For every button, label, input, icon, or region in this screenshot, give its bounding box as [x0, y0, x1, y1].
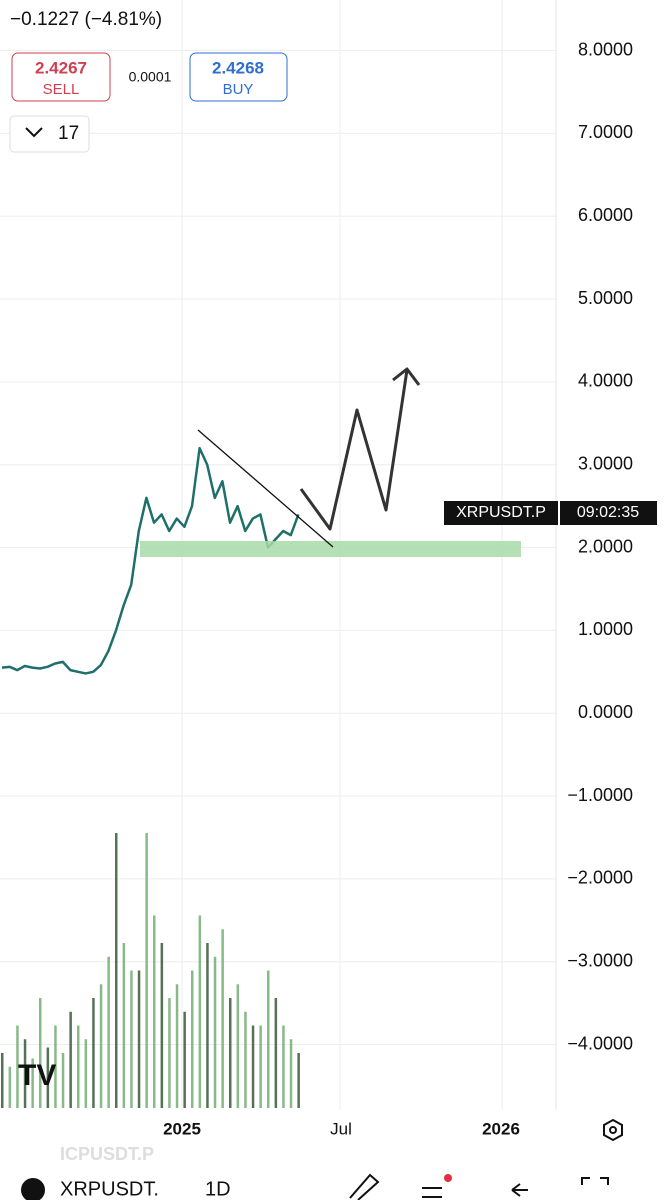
volume-bar	[130, 970, 133, 1108]
volume-bar	[137, 970, 141, 1108]
volume-bar	[229, 998, 232, 1108]
volume-bar	[153, 915, 156, 1108]
notification-dot	[444, 1174, 452, 1182]
interval-dropdown[interactable]	[9, 115, 90, 153]
y-tick-label: −1.0000	[567, 785, 633, 805]
x-label: Jul	[330, 1119, 352, 1138]
y-tick-label: 2.0000	[578, 536, 633, 556]
volume-bar	[183, 1011, 186, 1108]
volume-bar	[23, 1039, 27, 1108]
chevron	[25, 127, 43, 138]
buy-button[interactable]	[189, 52, 288, 102]
volume-bar	[236, 984, 240, 1108]
countdown: 09:02:35	[577, 504, 639, 521]
volume-bar	[221, 929, 224, 1108]
buy-price: 2.4268	[212, 58, 264, 77]
volume-bar	[206, 943, 209, 1108]
volume-bar	[274, 998, 278, 1108]
volume-bar	[99, 984, 103, 1108]
volume-bar	[259, 1025, 262, 1108]
y-tick-label: 0.0000	[578, 702, 633, 722]
volume-bar	[84, 1039, 88, 1108]
symbol-tag-text: XRPUSDT.P	[456, 504, 546, 521]
volume-bar	[16, 1025, 19, 1108]
volume-bar	[145, 833, 148, 1108]
draw-icon[interactable]	[349, 1173, 380, 1200]
volume-bar	[8, 1066, 12, 1108]
y-tick-label: 1.0000	[578, 619, 633, 639]
y-tick-label: 4.0000	[578, 371, 633, 391]
volume-bar	[61, 1053, 65, 1108]
volume-bar	[282, 1025, 285, 1108]
y-tick-label: 3.0000	[578, 453, 633, 473]
support-zone	[140, 541, 521, 557]
sell-button[interactable]	[11, 52, 111, 102]
volume-bar	[244, 1011, 247, 1108]
price-line	[1, 446, 300, 675]
indicator-icon[interactable]	[422, 1187, 442, 1198]
trend-line	[197, 429, 334, 548]
interval[interactable]: 1D	[205, 1178, 231, 1200]
volume-bar	[115, 833, 118, 1108]
fullscreen-icon[interactable]	[581, 1177, 609, 1185]
price-change: −0.1227 (−4.81%)	[10, 9, 162, 30]
volume-bar	[31, 1058, 34, 1108]
y-tick-label: 8.0000	[578, 39, 633, 59]
symbol-tag	[444, 501, 558, 525]
volume-bar	[160, 943, 164, 1108]
volume-bar	[175, 984, 179, 1108]
undo-icon[interactable]	[511, 1183, 528, 1197]
x-label: 2026	[482, 1119, 520, 1138]
y-tick-label: 5.0000	[578, 288, 633, 308]
volume-bar	[213, 956, 217, 1108]
y-tick-label: −4.0000	[567, 1033, 633, 1053]
volume-bar	[46, 1047, 50, 1108]
x-label: 2025	[163, 1119, 201, 1138]
spread: 0.0001	[129, 69, 172, 85]
grid: 8.0000 7.0000 6.0000 5.0000 4.0000 3.0000 2.00…	[0, 39, 633, 1053]
volume-bar	[77, 1025, 80, 1108]
volume-bar	[267, 970, 270, 1108]
y-tick-label: −3.0000	[567, 950, 633, 970]
volume-bar	[122, 943, 126, 1108]
watermark: ICPUSDT.P	[60, 1144, 154, 1164]
buy-label: BUY	[223, 81, 254, 98]
countdown-tag	[560, 501, 657, 525]
logo: TV	[18, 1059, 56, 1092]
volume-bar	[92, 998, 95, 1108]
sell-price: 2.4267	[35, 58, 87, 77]
interval-count: 17	[58, 123, 79, 144]
volume-bar	[251, 1025, 255, 1108]
volume-bar	[69, 1011, 72, 1108]
y-tick-label: 6.0000	[578, 205, 633, 225]
projection-arrow	[299, 367, 421, 531]
coin-icon	[21, 1178, 45, 1200]
settings-icon[interactable]	[603, 1118, 623, 1142]
bottom-bar	[0, 1145, 667, 1200]
sell-label: SELL	[43, 81, 80, 98]
settings-dot	[609, 1126, 617, 1134]
volume-bar	[1, 1053, 4, 1108]
y-tick-label: −2.0000	[567, 868, 633, 888]
y-tick-label: 7.0000	[578, 122, 633, 142]
volume-bar	[168, 998, 171, 1108]
volume-bar	[198, 915, 202, 1108]
volume-bar	[191, 970, 194, 1108]
volume-bar	[107, 956, 110, 1108]
symbol[interactable]: XRPUSDT.	[60, 1178, 159, 1200]
volume-bar	[297, 1053, 300, 1108]
volume-bar	[289, 1039, 293, 1108]
volume-bar	[39, 998, 42, 1108]
volume-bar	[54, 1025, 57, 1108]
